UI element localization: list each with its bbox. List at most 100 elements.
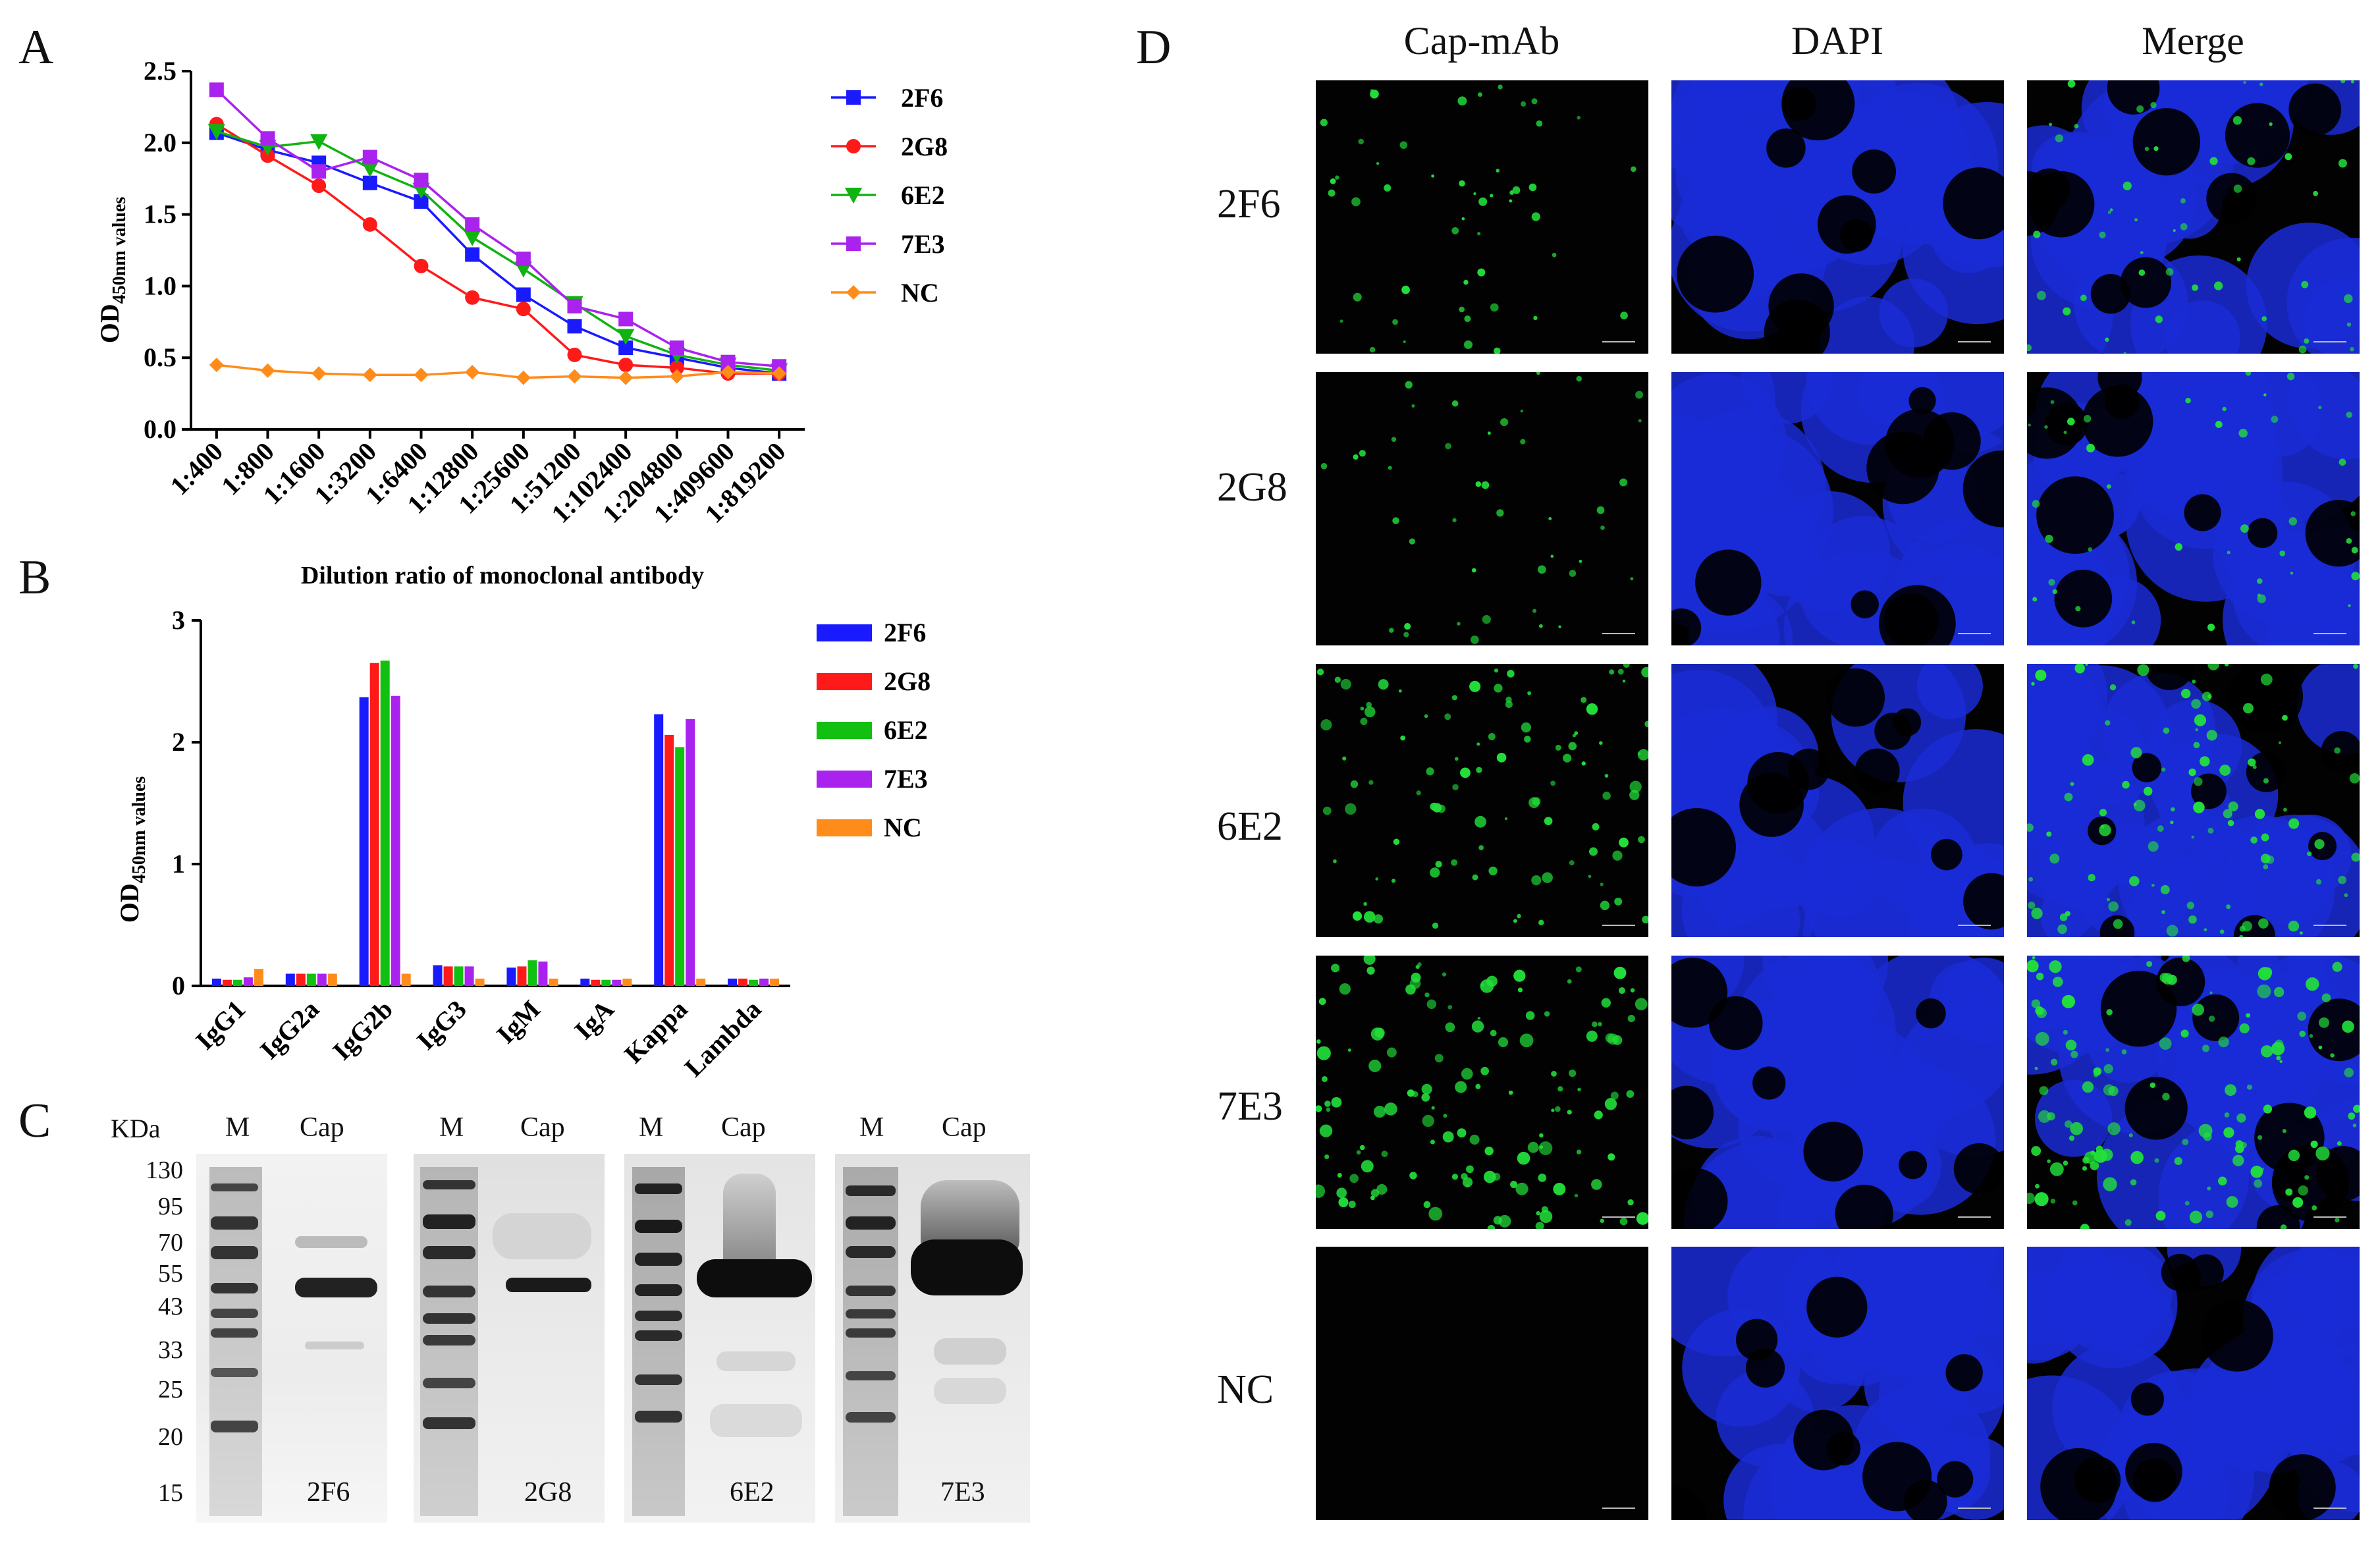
blot-3-lane-cap: Cap: [721, 1112, 766, 1143]
data-point: [618, 370, 634, 385]
chart-a-y-axis-label: OD450nm values: [95, 197, 130, 344]
legend-marker: [846, 139, 861, 153]
ifa-row-label-7e3: 7E3: [1217, 1084, 1283, 1129]
series-line: [215, 123, 780, 375]
blot-3-clone-label: 6E2: [730, 1477, 774, 1508]
data-point: [361, 161, 379, 178]
ifa-image-2f6-merge: [2027, 80, 2360, 354]
legend-item-NC: NC: [817, 813, 922, 842]
cap-band: [506, 1278, 591, 1292]
chart-a-axes: [190, 71, 805, 431]
bar: [749, 979, 759, 986]
legend-item-7E3: 7E3: [831, 229, 945, 259]
chart-a-ylabel-sub: 450nm values: [109, 197, 130, 304]
data-point: [772, 366, 787, 381]
data-point: [260, 363, 275, 378]
data-point: [311, 366, 327, 381]
western-blot-2: 2G8: [414, 1154, 605, 1523]
western-blot-3: 6E2: [624, 1154, 815, 1523]
data-point: [465, 217, 480, 232]
chart-a-legend: 2F6 2G8 6E2 7E3 NC: [831, 83, 948, 308]
bar: [359, 697, 369, 986]
y-tick-label: 2: [172, 727, 185, 757]
x-tick-label: IgG2a: [254, 994, 325, 1065]
data-point: [669, 360, 684, 375]
bar: [464, 966, 474, 986]
ifa-image-6e2-merge: [2027, 664, 2360, 937]
blot-4-lane-cap: Cap: [942, 1112, 987, 1143]
bar: [664, 734, 674, 986]
chart-b-bars: [211, 661, 780, 986]
kda-marker-label: 70: [158, 1229, 183, 1257]
legend-item-6E2: 6E2: [817, 715, 928, 745]
y-tick-label: 2.0: [144, 128, 176, 157]
data-point: [616, 329, 635, 345]
bar: [686, 719, 695, 986]
bar: [759, 978, 769, 986]
legend-item-6E2: 6E2: [831, 180, 945, 210]
legend-item-NC: NC: [831, 278, 939, 308]
legend-label: 6E2: [884, 715, 928, 745]
series-6E2: [207, 124, 788, 379]
ifa-image-2g8-merge: [2027, 372, 2360, 645]
x-tick-label: IgG3: [411, 994, 472, 1056]
data-point: [362, 217, 377, 232]
bar: [696, 978, 706, 986]
blot-2-lane-m: M: [439, 1112, 464, 1143]
blot-1-lane-m: M: [225, 1112, 250, 1143]
y-tick-label: 0: [172, 971, 185, 1000]
bar: [738, 978, 748, 986]
bar: [306, 973, 316, 986]
bar: [549, 978, 558, 986]
ifa-image-7e3-merge: [2027, 956, 2360, 1229]
data-point: [362, 367, 377, 383]
chart-a-x-ticks: 1:4001:8001:16001:32001:64001:128001:256…: [164, 429, 792, 529]
x-tick-label: Lambda: [678, 994, 767, 1083]
bar: [527, 960, 537, 986]
bar: [612, 979, 622, 986]
panel-label-a: A: [18, 20, 54, 74]
x-tick-label: IgM: [491, 994, 546, 1050]
y-tick-label: 1: [172, 849, 185, 879]
bar: [243, 977, 253, 986]
legend-label: 7E3: [901, 229, 945, 259]
bar: [622, 978, 632, 986]
data-point: [618, 312, 634, 327]
data-point: [260, 131, 275, 146]
legend-label: NC: [901, 278, 939, 308]
data-point: [209, 82, 224, 97]
data-point: [465, 290, 480, 305]
bar: [317, 973, 327, 986]
chart-b-ylabel-sub: 450nm values: [129, 776, 149, 884]
kda-header: KDa: [111, 1114, 161, 1143]
bar: [770, 978, 780, 986]
data-point: [362, 175, 377, 190]
panel-label-d: D: [1136, 20, 1172, 74]
legend-label: NC: [884, 813, 922, 842]
data-point: [310, 134, 328, 150]
ifa-row-label-2f6: 2F6: [1217, 182, 1281, 227]
panel-label-b: B: [18, 551, 51, 605]
data-point: [567, 347, 582, 362]
data-point: [414, 194, 429, 209]
series-line: [215, 89, 780, 367]
cap-band: [911, 1239, 1023, 1295]
bar: [222, 979, 232, 986]
data-point: [414, 258, 429, 273]
x-tick-label: IgG2b: [327, 994, 398, 1066]
legend-item-2F6: 2F6: [831, 83, 943, 113]
legend-label: 2F6: [901, 83, 943, 113]
legend-swatch: [817, 722, 872, 739]
bar: [675, 747, 685, 986]
bar: [433, 965, 443, 986]
ifa-image-2f6-dapi: [1671, 80, 2004, 354]
kda-marker-label: 15: [158, 1479, 183, 1507]
ifa-image-6e2-capmab: [1316, 664, 1648, 937]
chart-b-ylabel-main: OD: [115, 883, 144, 923]
data-point: [618, 358, 634, 373]
bar: [506, 967, 516, 986]
ifa-image-nc-merge: [2027, 1247, 2360, 1520]
ifa-image-nc-capmab: [1316, 1247, 1648, 1520]
legend-swatch: [817, 673, 872, 690]
bar: [728, 978, 738, 986]
